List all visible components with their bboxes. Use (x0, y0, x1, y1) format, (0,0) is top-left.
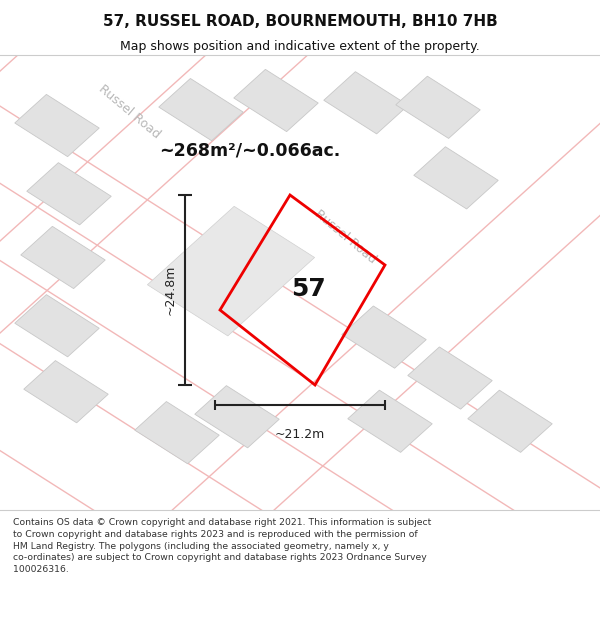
Polygon shape (148, 206, 314, 336)
Text: Russel Road: Russel Road (312, 208, 378, 266)
Polygon shape (342, 306, 426, 368)
Text: Map shows position and indicative extent of the property.: Map shows position and indicative extent… (120, 39, 480, 52)
Polygon shape (21, 226, 105, 289)
Text: 57: 57 (291, 277, 326, 301)
Polygon shape (195, 386, 279, 448)
Polygon shape (396, 76, 480, 138)
Polygon shape (15, 94, 99, 157)
Text: ~24.8m: ~24.8m (163, 265, 176, 315)
Polygon shape (159, 79, 243, 141)
Text: 57, RUSSEL ROAD, BOURNEMOUTH, BH10 7HB: 57, RUSSEL ROAD, BOURNEMOUTH, BH10 7HB (103, 14, 497, 29)
Polygon shape (24, 361, 108, 423)
Text: Russel Road: Russel Road (96, 82, 162, 141)
Text: ~21.2m: ~21.2m (275, 428, 325, 441)
Polygon shape (348, 390, 432, 452)
Text: ~268m²/~0.066ac.: ~268m²/~0.066ac. (159, 141, 340, 159)
Polygon shape (234, 69, 318, 132)
Text: Contains OS data © Crown copyright and database right 2021. This information is : Contains OS data © Crown copyright and d… (13, 518, 431, 574)
Polygon shape (324, 72, 408, 134)
Polygon shape (468, 390, 552, 452)
Polygon shape (135, 401, 219, 464)
Polygon shape (414, 147, 498, 209)
Polygon shape (408, 347, 492, 409)
Polygon shape (15, 294, 99, 357)
Polygon shape (27, 162, 111, 225)
